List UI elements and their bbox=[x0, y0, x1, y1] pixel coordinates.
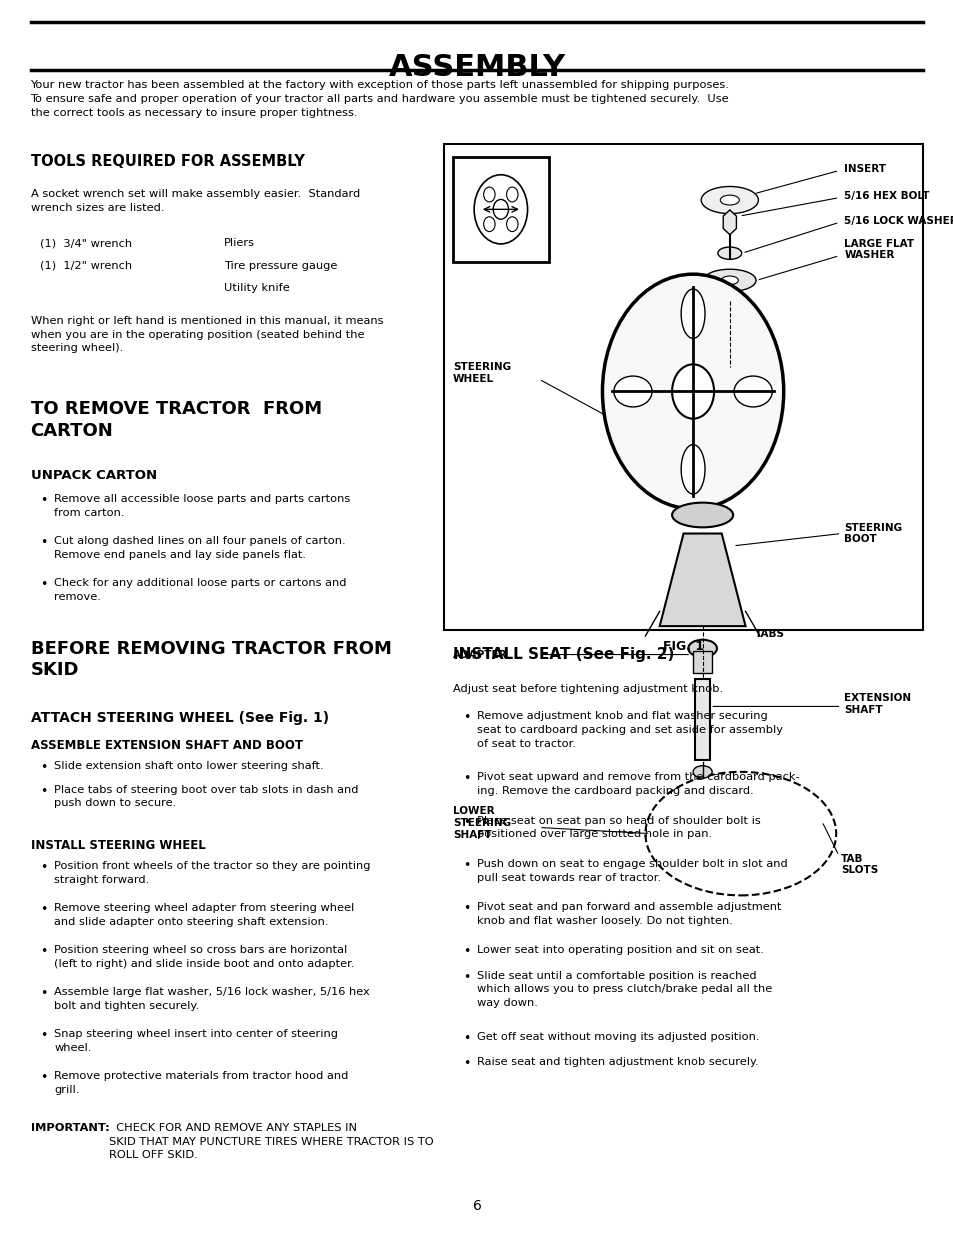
Text: INSTALL STEERING WHEEL: INSTALL STEERING WHEEL bbox=[30, 840, 205, 852]
Text: INSERT: INSERT bbox=[843, 164, 885, 174]
Text: Your new tractor has been assembled at the factory with exception of those parts: Your new tractor has been assembled at t… bbox=[30, 80, 729, 119]
Ellipse shape bbox=[720, 277, 738, 285]
Polygon shape bbox=[722, 210, 736, 235]
Text: ATTACH STEERING WHEEL (See Fig. 1): ATTACH STEERING WHEEL (See Fig. 1) bbox=[30, 711, 328, 725]
Text: LARGE FLAT
WASHER: LARGE FLAT WASHER bbox=[843, 238, 914, 261]
Ellipse shape bbox=[687, 640, 716, 657]
Text: Place seat on seat pan so head of shoulder bolt is
positioned over large slotted: Place seat on seat pan so head of should… bbox=[476, 816, 760, 840]
Text: •: • bbox=[40, 494, 48, 508]
Text: Snap steering wheel insert into center of steering
wheel.: Snap steering wheel insert into center o… bbox=[54, 1030, 338, 1053]
Text: (1)  3/4" wrench: (1) 3/4" wrench bbox=[40, 238, 132, 248]
Bar bbox=[453, 157, 548, 262]
Text: A socket wrench set will make assembly easier.  Standard
wrench sizes are listed: A socket wrench set will make assembly e… bbox=[30, 189, 359, 212]
Circle shape bbox=[483, 217, 495, 232]
Text: Remove protective materials from tractor hood and
grill.: Remove protective materials from tractor… bbox=[54, 1072, 349, 1095]
Ellipse shape bbox=[702, 269, 756, 291]
Text: Slide seat until a comfortable position is reached
which allows you to press clu: Slide seat until a comfortable position … bbox=[476, 971, 771, 1008]
Text: Pliers: Pliers bbox=[224, 238, 254, 248]
Text: •: • bbox=[462, 971, 470, 984]
Text: •: • bbox=[40, 862, 48, 874]
Text: TAB
SLOTS: TAB SLOTS bbox=[841, 853, 878, 876]
Text: Get off seat without moving its adjusted position.: Get off seat without moving its adjusted… bbox=[476, 1032, 759, 1042]
Ellipse shape bbox=[733, 375, 771, 406]
Text: •: • bbox=[40, 1072, 48, 1084]
Circle shape bbox=[483, 186, 495, 201]
Text: STEERING
WHEEL: STEERING WHEEL bbox=[453, 362, 511, 384]
Bar bbox=[694, 679, 709, 760]
Text: •: • bbox=[462, 773, 470, 785]
Text: •: • bbox=[462, 946, 470, 958]
Text: 6: 6 bbox=[472, 1199, 481, 1213]
Text: ADAPTER: ADAPTER bbox=[453, 650, 507, 659]
Text: (1)  1/2" wrench: (1) 1/2" wrench bbox=[40, 261, 132, 270]
Text: Position steering wheel so cross bars are horizontal
(left to right) and slide i: Position steering wheel so cross bars ar… bbox=[54, 946, 355, 969]
Circle shape bbox=[493, 199, 508, 220]
Text: TOOLS REQUIRED FOR ASSEMBLY: TOOLS REQUIRED FOR ASSEMBLY bbox=[30, 154, 304, 169]
Ellipse shape bbox=[680, 445, 704, 494]
Ellipse shape bbox=[692, 766, 711, 778]
Text: Remove steering wheel adapter from steering wheel
and slide adapter onto steerin: Remove steering wheel adapter from steer… bbox=[54, 904, 355, 927]
Text: Lower seat into operating position and sit on seat.: Lower seat into operating position and s… bbox=[476, 946, 763, 956]
Text: •: • bbox=[40, 536, 48, 550]
Text: Check for any additional loose parts or cartons and
remove.: Check for any additional loose parts or … bbox=[54, 578, 347, 601]
Text: •: • bbox=[462, 903, 470, 915]
Text: Raise seat and tighten adjustment knob securely.: Raise seat and tighten adjustment knob s… bbox=[476, 1057, 758, 1067]
Text: •: • bbox=[462, 816, 470, 829]
Text: 5/16 HEX BOLT: 5/16 HEX BOLT bbox=[843, 191, 929, 201]
Text: 5/16 LOCK WASHER: 5/16 LOCK WASHER bbox=[843, 216, 953, 226]
Text: •: • bbox=[40, 988, 48, 1000]
Text: CHECK FOR AND REMOVE ANY STAPLES IN
SKID THAT MAY PUNCTURE TIRES WHERE TRACTOR I: CHECK FOR AND REMOVE ANY STAPLES IN SKID… bbox=[109, 1124, 433, 1161]
Ellipse shape bbox=[614, 375, 652, 406]
Text: FIG. 1: FIG. 1 bbox=[662, 640, 703, 653]
Text: ASSEMBLY: ASSEMBLY bbox=[388, 53, 565, 82]
Circle shape bbox=[474, 175, 527, 245]
Circle shape bbox=[506, 186, 517, 201]
Text: •: • bbox=[40, 761, 48, 774]
Text: Adjust seat before tightening adjustment knob.: Adjust seat before tightening adjustment… bbox=[453, 684, 722, 694]
Bar bbox=[692, 651, 711, 673]
Ellipse shape bbox=[680, 289, 704, 338]
Text: •: • bbox=[462, 711, 470, 725]
Polygon shape bbox=[659, 534, 745, 626]
Text: BEFORE REMOVING TRACTOR FROM
SKID: BEFORE REMOVING TRACTOR FROM SKID bbox=[30, 640, 391, 679]
Text: TO REMOVE TRACTOR  FROM
CARTON: TO REMOVE TRACTOR FROM CARTON bbox=[30, 400, 321, 440]
Text: •: • bbox=[40, 904, 48, 916]
Text: Utility knife: Utility knife bbox=[224, 283, 290, 293]
Text: •: • bbox=[462, 1057, 470, 1071]
Ellipse shape bbox=[700, 186, 758, 214]
Circle shape bbox=[506, 217, 517, 232]
Text: INSTALL SEAT (See Fig. 2): INSTALL SEAT (See Fig. 2) bbox=[453, 647, 674, 662]
Ellipse shape bbox=[717, 247, 740, 259]
Circle shape bbox=[601, 274, 782, 509]
Text: IMPORTANT:: IMPORTANT: bbox=[30, 1124, 110, 1134]
Text: When right or left hand is mentioned in this manual, it means
when you are in th: When right or left hand is mentioned in … bbox=[30, 316, 382, 353]
Text: •: • bbox=[40, 785, 48, 798]
Text: Pivot seat and pan forward and assemble adjustment
knob and flat washer loosely.: Pivot seat and pan forward and assemble … bbox=[476, 903, 781, 926]
Text: Assemble large flat washer, 5/16 lock washer, 5/16 hex
bolt and tighten securely: Assemble large flat washer, 5/16 lock wa… bbox=[54, 988, 370, 1011]
Text: •: • bbox=[40, 578, 48, 592]
Text: Position front wheels of the tractor so they are pointing
straight forward.: Position front wheels of the tractor so … bbox=[54, 862, 371, 885]
Text: Remove all accessible loose parts and parts cartons
from carton.: Remove all accessible loose parts and pa… bbox=[54, 494, 351, 517]
Text: Place tabs of steering boot over tab slots in dash and
push down to secure.: Place tabs of steering boot over tab slo… bbox=[54, 785, 358, 809]
Text: •: • bbox=[40, 1030, 48, 1042]
FancyBboxPatch shape bbox=[443, 144, 923, 630]
Text: LOWER
STEERING
SHAFT: LOWER STEERING SHAFT bbox=[453, 806, 511, 840]
Text: Remove adjustment knob and flat washer securing
seat to cardboard packing and se: Remove adjustment knob and flat washer s… bbox=[476, 711, 782, 748]
Text: Slide extension shaft onto lower steering shaft.: Slide extension shaft onto lower steerin… bbox=[54, 761, 324, 771]
Text: Pivot seat upward and remove from the cardboard pack-
ing. Remove the cardboard : Pivot seat upward and remove from the ca… bbox=[476, 773, 799, 797]
Ellipse shape bbox=[720, 195, 739, 205]
Text: •: • bbox=[40, 946, 48, 958]
Circle shape bbox=[671, 364, 713, 419]
Ellipse shape bbox=[671, 503, 732, 527]
Text: ASSEMBLE EXTENSION SHAFT AND BOOT: ASSEMBLE EXTENSION SHAFT AND BOOT bbox=[30, 739, 302, 752]
Text: •: • bbox=[462, 1032, 470, 1045]
Text: EXTENSION
SHAFT: EXTENSION SHAFT bbox=[843, 693, 910, 715]
Text: Tire pressure gauge: Tire pressure gauge bbox=[224, 261, 337, 270]
Text: •: • bbox=[462, 860, 470, 872]
Text: Push down on seat to engage shoulder bolt in slot and
pull seat towards rear of : Push down on seat to engage shoulder bol… bbox=[476, 860, 787, 883]
Text: STEERING
BOOT: STEERING BOOT bbox=[843, 522, 902, 545]
Text: UNPACK CARTON: UNPACK CARTON bbox=[30, 469, 156, 483]
Text: TABS: TABS bbox=[755, 629, 784, 638]
Text: Cut along dashed lines on all four panels of carton.
Remove end panels and lay s: Cut along dashed lines on all four panel… bbox=[54, 536, 346, 559]
